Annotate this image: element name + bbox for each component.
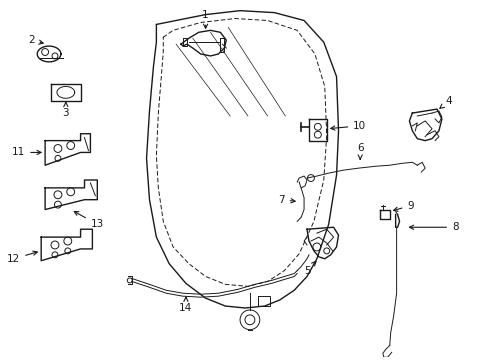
Text: 5: 5 — [303, 262, 315, 276]
Text: 13: 13 — [74, 211, 104, 229]
Text: 12: 12 — [7, 251, 37, 264]
Text: 8: 8 — [408, 222, 458, 232]
Text: 7: 7 — [278, 195, 295, 205]
Text: 3: 3 — [62, 102, 69, 118]
Text: 1: 1 — [202, 10, 208, 28]
Text: 6: 6 — [356, 144, 363, 159]
Text: 2: 2 — [28, 35, 43, 45]
Text: 9: 9 — [393, 201, 413, 211]
Text: 4: 4 — [439, 96, 451, 108]
Text: 10: 10 — [330, 121, 366, 131]
Text: 14: 14 — [179, 297, 192, 313]
Text: 11: 11 — [12, 148, 41, 157]
